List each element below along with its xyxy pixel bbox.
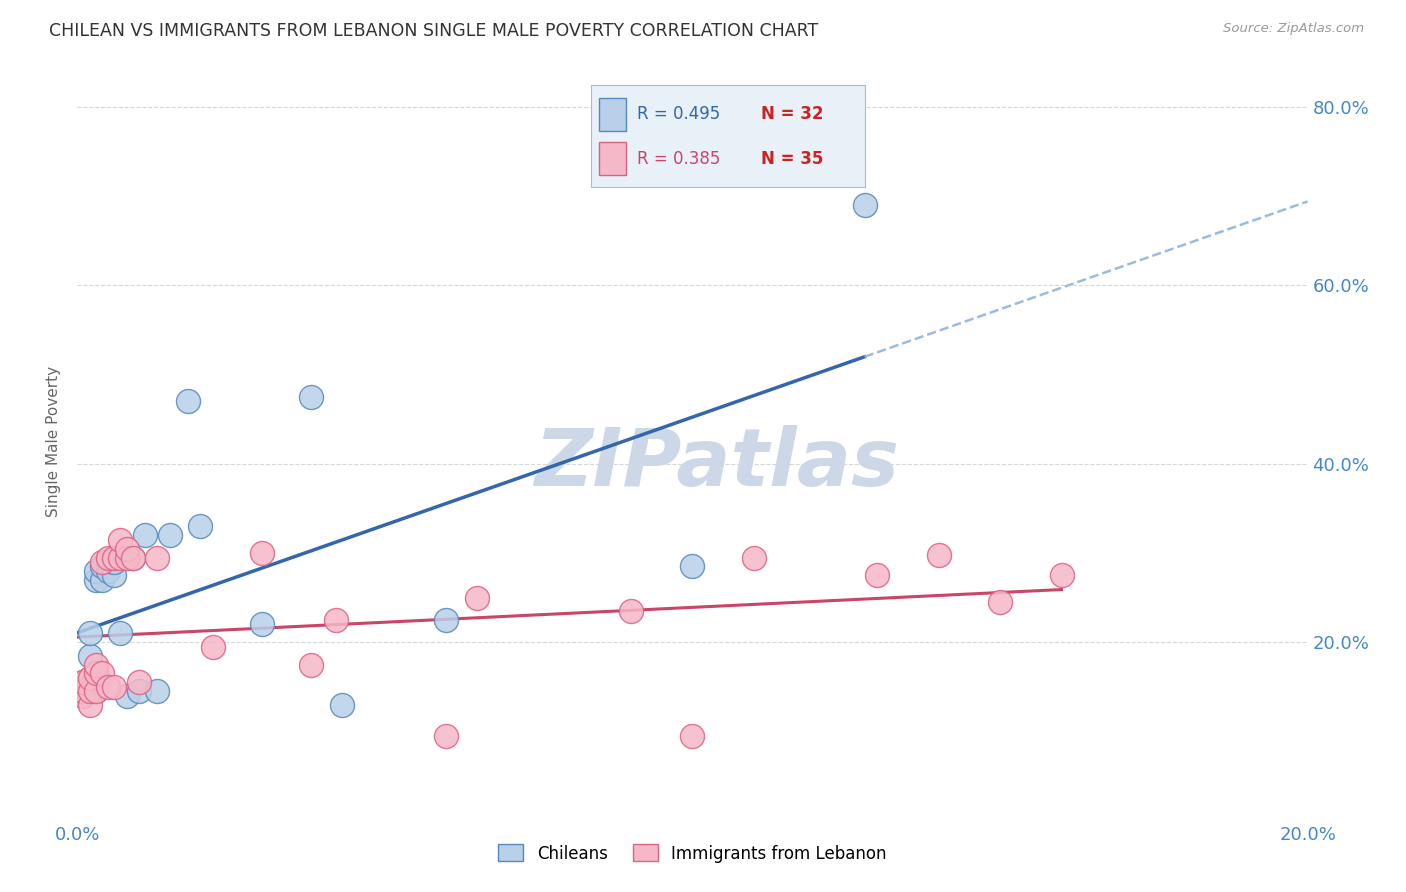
Point: [128, 675, 150, 690]
Point: [84, 666, 107, 681]
Text: N = 32: N = 32: [761, 105, 823, 123]
Point: [84, 684, 107, 698]
Y-axis label: Single Male Poverty: Single Male Poverty: [46, 366, 62, 517]
Text: ZIPatlas: ZIPatlas: [534, 425, 900, 503]
Point: [90, 666, 114, 681]
Point: [682, 559, 704, 574]
Point: [146, 684, 169, 698]
Point: [79, 684, 101, 698]
Point: [90, 555, 114, 569]
Point: [988, 595, 1011, 609]
Point: [250, 617, 273, 632]
Point: [110, 533, 132, 547]
Point: [436, 613, 458, 627]
Point: [159, 528, 181, 542]
Point: [188, 519, 212, 533]
Text: R = 0.495: R = 0.495: [637, 105, 720, 123]
Point: [299, 390, 322, 404]
Point: [72, 684, 94, 698]
Point: [853, 198, 876, 212]
Point: [115, 689, 138, 703]
Point: [121, 550, 143, 565]
Point: [84, 666, 107, 681]
Point: [97, 564, 120, 578]
Text: N = 35: N = 35: [761, 150, 823, 168]
Point: [84, 684, 107, 698]
Point: [177, 394, 200, 409]
Point: [79, 671, 101, 685]
Point: [620, 604, 643, 618]
Point: [682, 729, 704, 743]
Point: [97, 680, 120, 694]
Point: [90, 559, 114, 574]
Point: [250, 546, 273, 560]
Point: [79, 684, 101, 698]
Point: [1050, 568, 1073, 582]
Point: [110, 550, 132, 565]
Point: [325, 613, 347, 627]
Point: [79, 671, 101, 685]
Point: [299, 657, 322, 672]
Point: [84, 564, 107, 578]
Point: [103, 568, 125, 582]
Point: [79, 698, 101, 712]
Point: [103, 555, 125, 569]
Point: [928, 548, 950, 562]
Point: [72, 680, 94, 694]
Text: CHILEAN VS IMMIGRANTS FROM LEBANON SINGLE MALE POVERTY CORRELATION CHART: CHILEAN VS IMMIGRANTS FROM LEBANON SINGL…: [49, 22, 818, 40]
Point: [115, 550, 138, 565]
Point: [90, 573, 114, 587]
Point: [742, 550, 765, 565]
Point: [121, 550, 143, 565]
Point: [84, 573, 107, 587]
Point: [866, 568, 889, 582]
Point: [103, 550, 125, 565]
Legend: Chileans, Immigrants from Lebanon: Chileans, Immigrants from Lebanon: [492, 838, 893, 869]
Point: [115, 541, 138, 556]
Point: [72, 675, 94, 690]
Text: R = 0.385: R = 0.385: [637, 150, 720, 168]
Point: [330, 698, 353, 712]
Text: Source: ZipAtlas.com: Source: ZipAtlas.com: [1223, 22, 1364, 36]
Point: [146, 550, 169, 565]
Point: [72, 689, 94, 703]
Point: [110, 626, 132, 640]
Point: [128, 684, 150, 698]
Bar: [599, 142, 626, 175]
Bar: [599, 98, 626, 131]
Point: [134, 528, 156, 542]
Point: [79, 648, 101, 663]
Point: [201, 640, 224, 654]
Point: [465, 591, 488, 605]
Point: [103, 680, 125, 694]
Point: [79, 626, 101, 640]
Point: [97, 550, 120, 565]
Point: [436, 729, 458, 743]
Point: [97, 555, 120, 569]
Point: [84, 657, 107, 672]
Point: [72, 675, 94, 690]
Point: [72, 684, 94, 698]
